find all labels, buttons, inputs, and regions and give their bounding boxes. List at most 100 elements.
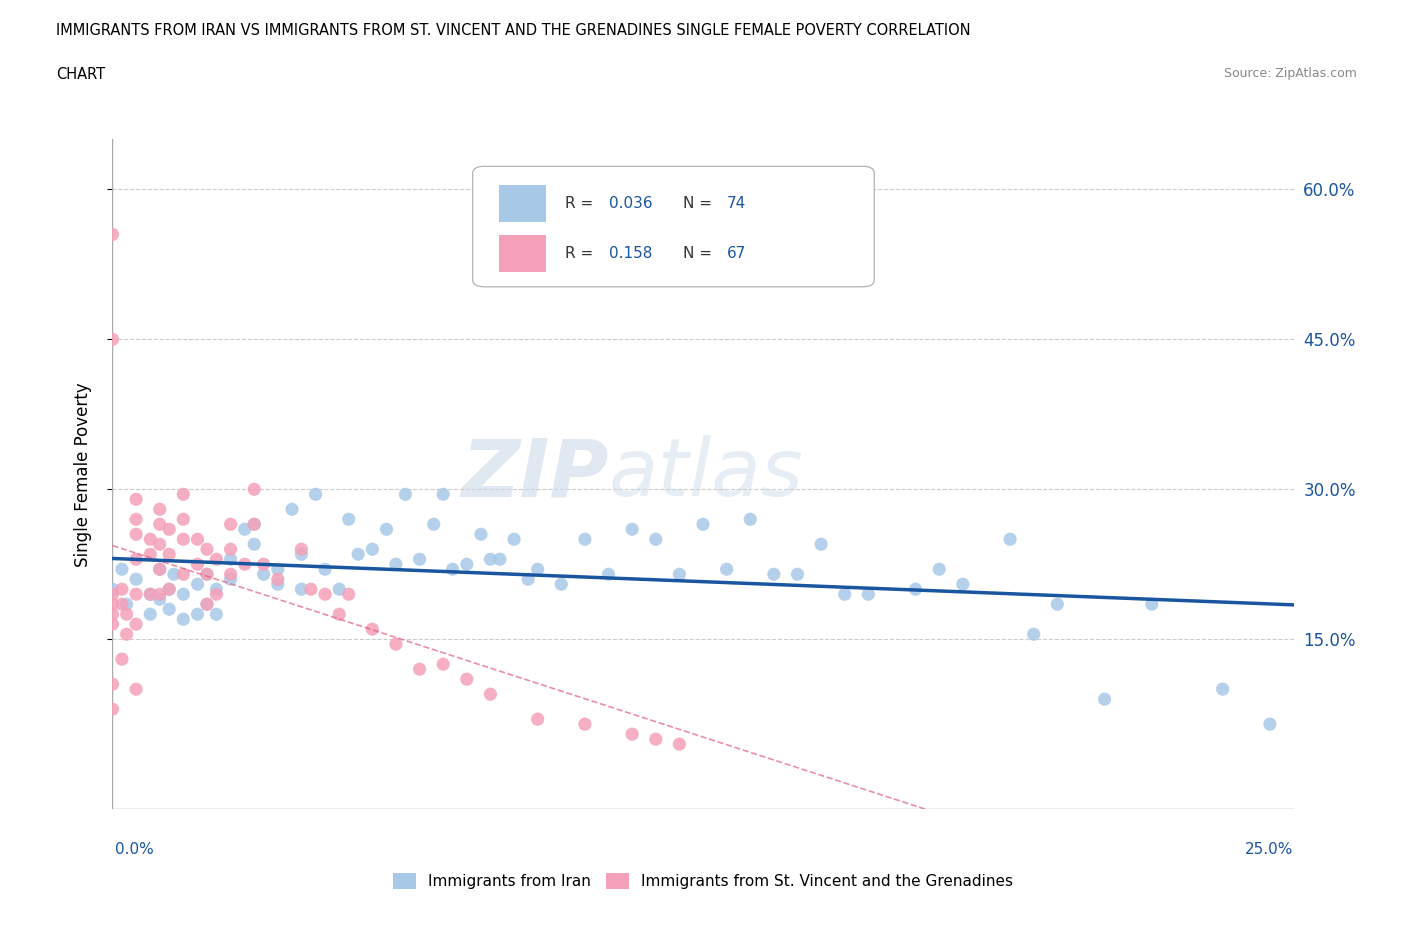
Point <box>125 551 148 566</box>
Point <box>243 482 266 497</box>
Point <box>432 486 454 501</box>
Point <box>139 587 162 602</box>
Point <box>385 637 408 652</box>
Point <box>111 562 134 577</box>
Point <box>149 562 172 577</box>
Point <box>157 522 180 537</box>
Point <box>205 551 228 566</box>
Point <box>253 557 276 572</box>
Point <box>716 562 738 577</box>
Point <box>101 702 124 717</box>
Point <box>1212 682 1234 697</box>
Point <box>328 582 350 597</box>
Point <box>1258 717 1281 732</box>
Point <box>290 547 312 562</box>
Legend: Immigrants from Iran, Immigrants from St. Vincent and the Grenadines: Immigrants from Iran, Immigrants from St… <box>387 867 1019 896</box>
Point <box>526 711 548 726</box>
Point <box>172 532 194 547</box>
Point <box>394 486 416 501</box>
Text: ZIP: ZIP <box>461 435 609 513</box>
Text: N =: N = <box>683 246 717 260</box>
Point <box>598 566 620 581</box>
Point <box>361 622 384 637</box>
Point <box>928 562 950 577</box>
Point <box>503 532 526 547</box>
Point <box>172 612 194 627</box>
Text: CHART: CHART <box>56 67 105 82</box>
Point <box>163 566 186 581</box>
Point <box>385 557 408 572</box>
Point <box>125 617 148 631</box>
Point <box>233 522 256 537</box>
Point <box>219 542 242 557</box>
Point <box>139 606 162 621</box>
Point <box>149 591 172 606</box>
Point <box>195 597 218 612</box>
Point <box>157 582 180 597</box>
Point <box>267 577 290 591</box>
Point <box>101 677 124 692</box>
Point <box>574 532 596 547</box>
Point <box>644 732 666 747</box>
Point <box>125 682 148 697</box>
Point <box>314 562 336 577</box>
Point <box>115 606 138 621</box>
Point <box>195 566 218 581</box>
Text: Source: ZipAtlas.com: Source: ZipAtlas.com <box>1223 67 1357 80</box>
Point <box>470 526 492 541</box>
Point <box>290 542 312 557</box>
Point <box>157 602 180 617</box>
Point <box>139 532 162 547</box>
Point <box>574 717 596 732</box>
Point <box>219 572 242 587</box>
Point <box>186 577 208 591</box>
Point <box>621 726 644 741</box>
Point <box>205 587 228 602</box>
Point <box>998 532 1021 547</box>
Point <box>195 542 218 557</box>
Point <box>408 551 430 566</box>
Text: R =: R = <box>565 246 598 260</box>
Point <box>219 517 242 532</box>
Point <box>408 662 430 677</box>
Point <box>456 557 478 572</box>
Point <box>172 486 194 501</box>
Point <box>517 572 540 587</box>
Point <box>115 627 138 642</box>
Point <box>337 587 360 602</box>
Point <box>111 652 134 667</box>
Point <box>101 582 124 597</box>
Point <box>125 587 148 602</box>
Point <box>526 562 548 577</box>
Point <box>149 562 172 577</box>
Point <box>205 582 228 597</box>
Point <box>904 582 927 597</box>
Point <box>149 537 172 551</box>
Text: R =: R = <box>565 195 598 210</box>
Point <box>125 526 148 541</box>
Point <box>422 517 444 532</box>
Point <box>1140 597 1163 612</box>
Point <box>139 587 162 602</box>
Point <box>281 502 304 517</box>
Point <box>299 582 322 597</box>
Point <box>375 522 398 537</box>
Point <box>337 512 360 526</box>
Text: 0.036: 0.036 <box>609 195 652 210</box>
Point <box>786 566 808 581</box>
Point <box>267 562 290 577</box>
Point <box>101 606 124 621</box>
Text: 74: 74 <box>727 195 745 210</box>
Point <box>243 517 266 532</box>
Point <box>111 582 134 597</box>
Text: IMMIGRANTS FROM IRAN VS IMMIGRANTS FROM ST. VINCENT AND THE GRENADINES SINGLE FE: IMMIGRANTS FROM IRAN VS IMMIGRANTS FROM … <box>56 23 972 38</box>
Point <box>172 587 194 602</box>
Point <box>101 597 124 612</box>
Point <box>195 566 218 581</box>
Point <box>361 542 384 557</box>
Point <box>172 566 194 581</box>
Point <box>195 597 218 612</box>
Point <box>115 597 138 612</box>
Point <box>1094 692 1116 707</box>
Point <box>644 532 666 547</box>
